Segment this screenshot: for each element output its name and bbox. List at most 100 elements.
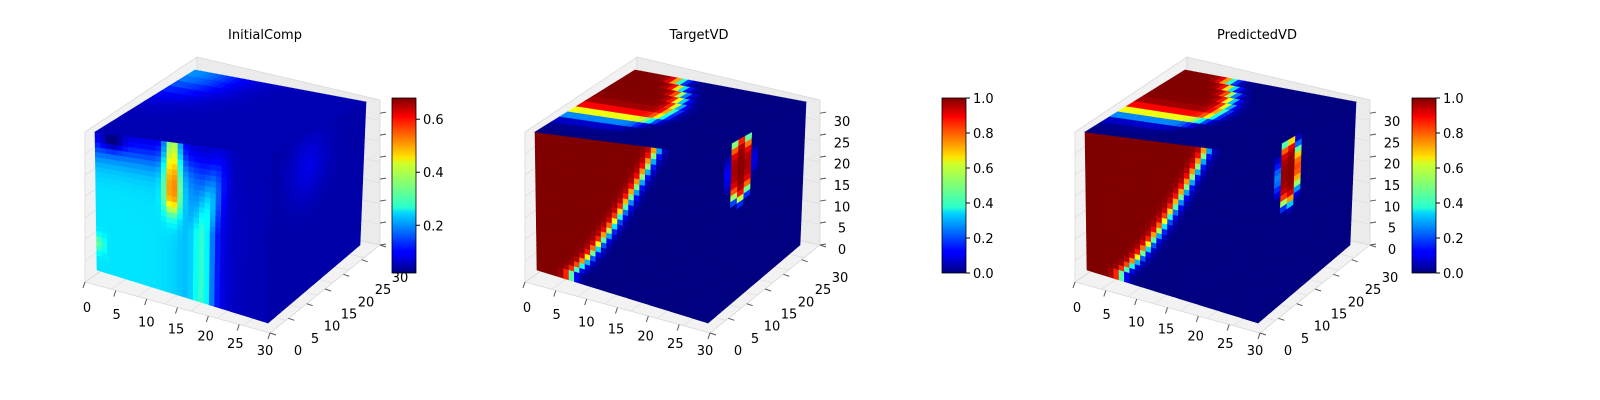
voxel-face: [1173, 143, 1180, 151]
z-tick-mark: [379, 221, 387, 224]
voxel-face: [1244, 158, 1252, 166]
x-tick-label: 25: [667, 337, 684, 352]
voxel-face: [238, 150, 245, 158]
y-tick-label: 0: [734, 344, 742, 359]
voxel-face: [216, 158, 223, 166]
voxel-face: [700, 171, 707, 179]
voxel-face: [661, 153, 668, 162]
voxel-face: [1255, 165, 1263, 174]
voxel-face: [238, 156, 245, 164]
voxel-face: [265, 165, 273, 174]
voxel-face: [689, 169, 696, 177]
voxel-face: [1239, 169, 1246, 177]
voxel-face: [199, 150, 206, 158]
colorbar-tick-label: 1.0: [973, 92, 994, 107]
x-tick-mark: [205, 315, 209, 323]
z-tick-mark: [379, 199, 387, 202]
y-tick-mark: [709, 332, 717, 336]
voxel-face: [1222, 149, 1230, 157]
voxel-face: [1217, 148, 1224, 157]
voxel-face: [612, 141, 619, 149]
y-tick-label: 30: [832, 271, 849, 286]
panel-title: TargetVD: [668, 28, 728, 43]
voxel-face: [1250, 165, 1257, 173]
z-tick-mark: [819, 111, 827, 114]
voxel-face: [1255, 177, 1262, 186]
voxel-face: [667, 148, 674, 157]
y-tick-label: 25: [815, 283, 832, 298]
y-tick-mark: [764, 288, 772, 292]
colorbar-gradient: [941, 97, 967, 274]
x-tick-label: 0: [83, 301, 91, 316]
voxel-face: [216, 147, 223, 155]
x-tick-label: 25: [227, 337, 244, 352]
voxel-face: [650, 146, 657, 154]
voxel-face: [1244, 170, 1251, 178]
voxel-face: [1189, 145, 1196, 153]
x-tick-mark: [584, 298, 588, 306]
voxel-face: [1233, 162, 1240, 171]
voxel-face: [700, 153, 707, 161]
voxel-face: [683, 156, 691, 165]
x-tick-mark: [615, 307, 618, 314]
voxel-face: [1233, 151, 1241, 159]
voxel-face: [194, 150, 201, 158]
voxel-face: [254, 170, 261, 178]
z-tick-mark: [819, 177, 827, 180]
y-tick-mark: [746, 303, 753, 307]
voxel-face: [194, 144, 201, 152]
y-tick-label: 15: [781, 308, 798, 323]
voxel-face: [689, 157, 696, 165]
voxel-face: [232, 161, 239, 169]
z-tick-label: 0: [838, 243, 846, 258]
x-tick-mark: [645, 315, 649, 323]
colorbar-tick-label: 0.0: [973, 267, 994, 282]
voxel-face: [1239, 157, 1246, 165]
voxel-face: [1228, 167, 1235, 176]
x-tick-mark: [144, 298, 148, 306]
voxel-face: [1195, 151, 1202, 159]
colorbar: 0.20.40.6: [391, 97, 444, 274]
voxel-face: [656, 158, 663, 166]
x-tick-mark: [707, 332, 711, 340]
voxel-face: [1200, 146, 1207, 154]
voxel-face: [166, 141, 173, 148]
voxel-face: [243, 162, 250, 171]
voxel-face: [232, 149, 240, 157]
colorbar-tick-label: 0.2: [423, 219, 444, 234]
voxel-face: [650, 152, 657, 160]
y-tick-mark: [783, 273, 790, 277]
x-tick-mark: [175, 307, 178, 314]
voxel-face: [1250, 153, 1257, 161]
voxel-face: [623, 143, 630, 151]
y-tick-mark: [361, 259, 368, 263]
voxel-face: [205, 146, 212, 154]
voxel-face: [249, 163, 256, 171]
voxel-face: [199, 145, 206, 153]
voxel-face: [689, 163, 696, 171]
colorbar-tick-label: 0.4: [423, 166, 444, 181]
x-tick-mark: [82, 281, 86, 289]
y-tick-mark: [324, 288, 332, 292]
voxel-face: [1217, 160, 1224, 168]
voxel-face: [254, 152, 262, 160]
y-tick-label: 5: [311, 332, 319, 347]
voxel-face: [1228, 156, 1235, 164]
voxel-face: [205, 151, 212, 159]
voxel-face: [210, 146, 217, 154]
voxel-face: [1184, 144, 1191, 152]
voxel-face: [1206, 158, 1213, 166]
x-tick-mark: [522, 281, 526, 289]
voxel-face: [1206, 153, 1213, 161]
y-tick-label: 20: [798, 295, 815, 310]
voxel-face: [634, 144, 641, 152]
y-tick-mark: [306, 303, 313, 307]
y-tick-mark: [343, 273, 350, 277]
x-tick-label: 10: [578, 315, 595, 330]
z-tick-mark: [379, 155, 387, 158]
y-tick-label: 25: [375, 283, 392, 298]
voxel-face: [694, 158, 702, 166]
